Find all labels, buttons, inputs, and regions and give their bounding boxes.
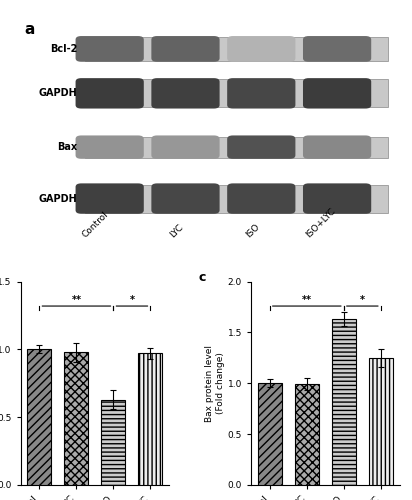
Text: ISO+LYC: ISO+LYC	[304, 206, 337, 240]
Bar	[258, 384, 282, 485]
Y-axis label: Bax protein level
(Fold change): Bax protein level (Fold change)	[206, 345, 225, 422]
FancyBboxPatch shape	[151, 78, 220, 108]
FancyBboxPatch shape	[85, 136, 388, 158]
Bar	[295, 384, 319, 485]
FancyBboxPatch shape	[303, 136, 371, 159]
FancyBboxPatch shape	[75, 36, 144, 62]
Bar	[101, 400, 126, 485]
Bar	[369, 358, 393, 485]
FancyBboxPatch shape	[227, 184, 295, 214]
Text: GAPDH: GAPDH	[39, 194, 77, 203]
FancyBboxPatch shape	[303, 78, 371, 108]
Text: **: **	[302, 294, 312, 304]
FancyBboxPatch shape	[303, 36, 371, 62]
Text: Bcl-2: Bcl-2	[50, 44, 77, 54]
FancyBboxPatch shape	[151, 36, 220, 62]
FancyBboxPatch shape	[151, 136, 220, 159]
Bar	[138, 354, 162, 485]
Bar	[64, 352, 89, 485]
Text: *: *	[360, 294, 365, 304]
FancyBboxPatch shape	[227, 36, 295, 62]
FancyBboxPatch shape	[151, 184, 220, 214]
Text: *: *	[129, 294, 134, 304]
Text: c: c	[199, 272, 206, 284]
Text: a: a	[24, 22, 35, 37]
FancyBboxPatch shape	[85, 184, 388, 212]
FancyBboxPatch shape	[85, 80, 388, 108]
FancyBboxPatch shape	[227, 136, 295, 159]
FancyBboxPatch shape	[303, 184, 371, 214]
FancyBboxPatch shape	[75, 184, 144, 214]
Bar	[332, 320, 356, 485]
FancyBboxPatch shape	[85, 37, 388, 60]
FancyBboxPatch shape	[227, 78, 295, 108]
Text: **: **	[71, 294, 82, 304]
FancyBboxPatch shape	[75, 136, 144, 159]
Text: ISO: ISO	[244, 222, 261, 240]
Text: Bax: Bax	[57, 142, 77, 152]
Text: GAPDH: GAPDH	[39, 88, 77, 99]
Text: LYC: LYC	[169, 222, 185, 240]
Text: Control: Control	[80, 210, 110, 240]
Bar	[27, 350, 52, 485]
FancyBboxPatch shape	[75, 78, 144, 108]
